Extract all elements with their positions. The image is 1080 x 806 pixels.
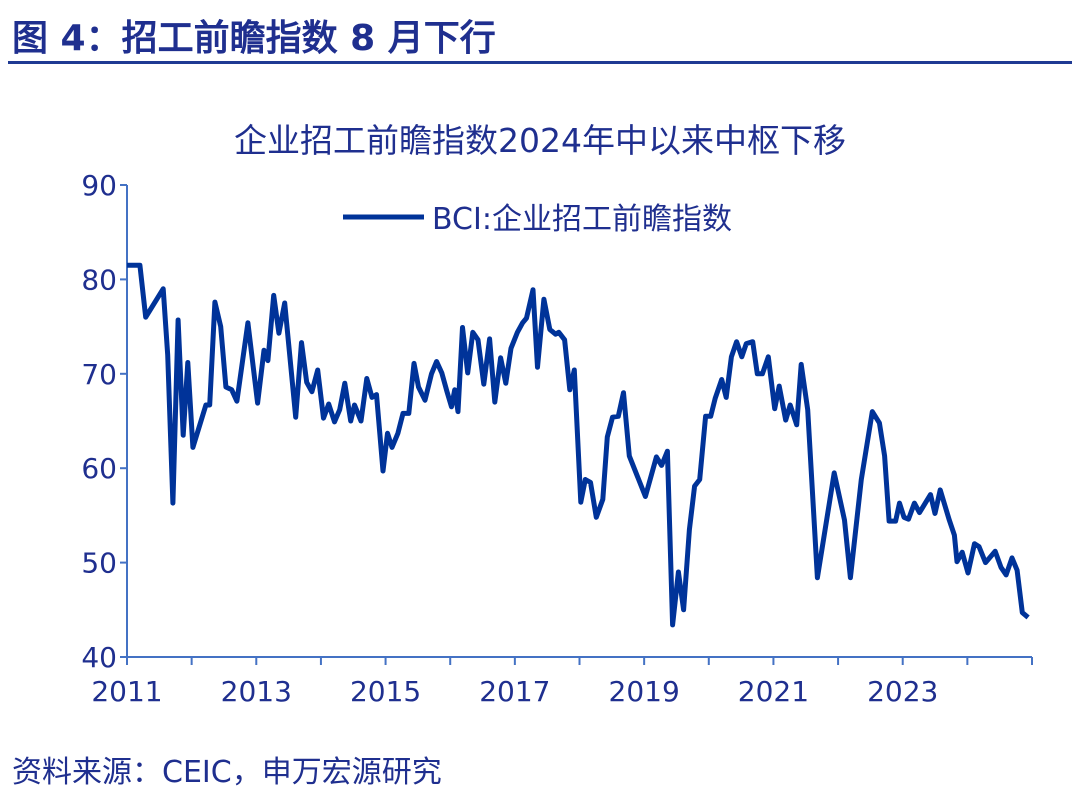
title-rule: [8, 61, 1072, 64]
legend: BCI:企业招工前瞻指数: [343, 202, 732, 237]
figure-title: 图 4：招工前瞻指数 8 月下行: [12, 18, 496, 59]
series-line-bci: [127, 262, 1030, 628]
y-tick-label: 90: [81, 169, 117, 202]
x-tick-label: 2023: [867, 675, 938, 708]
y-tick-label: 80: [81, 263, 117, 296]
source-note: 资料来源：CEIC，申万宏源研究: [12, 755, 442, 790]
legend-label: BCI:企业招工前瞻指数: [432, 202, 732, 237]
x-tick-label: 2011: [91, 675, 162, 708]
x-tick-label: 2019: [609, 675, 680, 708]
x-tick-label: 2013: [221, 675, 292, 708]
x-tick-label: 2015: [350, 675, 421, 708]
x-tick-label: 2017: [479, 675, 550, 708]
chart-title: 企业招工前瞻指数2024年中以来中枢下移: [234, 121, 846, 160]
y-tick-label: 40: [81, 641, 117, 674]
y-tick-label: 50: [81, 547, 117, 580]
x-tick-label: 2021: [738, 675, 809, 708]
y-tick-label: 60: [81, 452, 117, 485]
y-tick-label: 70: [81, 358, 117, 391]
